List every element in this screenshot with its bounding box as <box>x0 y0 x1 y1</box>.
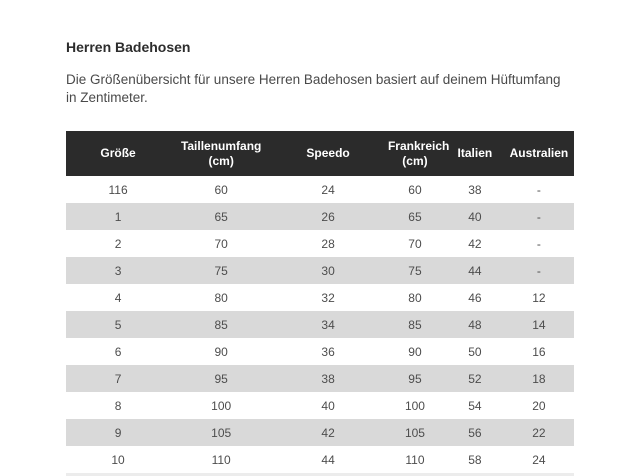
table-cell: 85 <box>170 311 273 338</box>
table-cell: 3 <box>66 257 171 284</box>
table-row: 1 65 26 65 40- <box>66 203 574 230</box>
table-cell: 26 <box>272 203 384 230</box>
partial-next-row <box>66 473 574 476</box>
column-header: Italien <box>445 131 504 176</box>
table-cell: 52 <box>445 365 504 392</box>
table-cell: 14 <box>503 311 574 338</box>
table-cell: 24 <box>503 446 574 473</box>
table-cell: 105 <box>170 419 273 446</box>
column-header: Speedo <box>272 131 384 176</box>
table-cell: 58 <box>445 446 504 473</box>
column-header: Frankreich (cm) <box>383 131 449 176</box>
table-cell: 20 <box>503 392 574 419</box>
table-cell: 80 <box>383 284 446 311</box>
table-cell: 18 <box>503 365 574 392</box>
table-row: 7 95 38 95 52 18 <box>66 365 574 392</box>
table-cell: 9 <box>66 419 171 446</box>
table-cell: 95 <box>383 365 446 392</box>
table-cell: 85 <box>383 311 446 338</box>
table-cell: 70 <box>170 230 273 257</box>
table-cell: 54 <box>445 392 504 419</box>
table-cell: - <box>503 203 574 230</box>
table-cell: 30 <box>272 257 384 284</box>
column-header: Taillenumfang (cm) <box>170 131 273 176</box>
table-cell: 75 <box>383 257 446 284</box>
table-cell: 36 <box>272 338 384 365</box>
table-cell: 22 <box>503 419 574 446</box>
table-cell: 48 <box>445 311 504 338</box>
table-cell: 65 <box>383 203 446 230</box>
table-cell: 116 <box>66 176 171 203</box>
page-description: Die Größenübersicht für unsere Herren Ba… <box>66 72 561 105</box>
table-cell: 110 <box>170 446 273 473</box>
table-row: 4 80 32 80 46 12 <box>66 284 574 311</box>
size-chart-table: Größe Taillenumfang (cm) Speedo Frankreich … <box>66 131 574 473</box>
table-row: 3 75 30 75 44- <box>66 257 574 284</box>
table-cell: 12 <box>503 284 574 311</box>
table-cell: 44 <box>445 257 504 284</box>
table-cell: 28 <box>272 230 384 257</box>
table-header: Größe Taillenumfang (cm) Speedo Frankreich … <box>66 131 574 176</box>
column-header: Größe <box>66 131 171 176</box>
table-row: 9 105 42 105 56 22 <box>66 419 574 446</box>
table-cell: 40 <box>445 203 504 230</box>
table-cell: 4 <box>66 284 171 311</box>
table-cell: 24 <box>272 176 384 203</box>
table-cell: 5 <box>66 311 171 338</box>
table-cell: 40 <box>272 392 384 419</box>
table-cell: 90 <box>170 338 273 365</box>
table-cell: 95 <box>170 365 273 392</box>
table-cell: 10 <box>66 446 171 473</box>
table-cell: 100 <box>383 392 446 419</box>
table-cell: 6 <box>66 338 171 365</box>
table-cell: 8 <box>66 392 171 419</box>
table-cell: - <box>503 230 574 257</box>
table-cell: 34 <box>272 311 384 338</box>
table-header-row: Größe Taillenumfang (cm) Speedo Frankreich … <box>66 131 574 176</box>
table-row: 10 110 44 110 58 24 <box>66 446 574 473</box>
table-cell: 60 <box>383 176 446 203</box>
table-body: 116 60 24 60 38-1 65 26 65 40-2 70 28 70 42-3 75 30 75 4… <box>66 176 574 473</box>
table-cell: 56 <box>445 419 504 446</box>
table-cell: 38 <box>272 365 384 392</box>
table-cell: 46 <box>445 284 504 311</box>
table-cell: - <box>503 257 574 284</box>
table-row: 5 85 34 85 48 14 <box>66 311 574 338</box>
table-cell: 1 <box>66 203 171 230</box>
table-cell: 75 <box>170 257 273 284</box>
table-cell: 105 <box>383 419 446 446</box>
table-cell: 60 <box>170 176 273 203</box>
table-row: 8 100 40 100 54 20 <box>66 392 574 419</box>
table-cell: - <box>503 176 574 203</box>
table-cell: 110 <box>383 446 446 473</box>
table-cell: 80 <box>170 284 273 311</box>
table-cell: 2 <box>66 230 171 257</box>
table-cell: 44 <box>272 446 384 473</box>
column-header: Australien <box>503 131 574 176</box>
table-cell: 50 <box>445 338 504 365</box>
table-row: 116 60 24 60 38- <box>66 176 574 203</box>
table-cell: 38 <box>445 176 504 203</box>
table-row: 2 70 28 70 42- <box>66 230 574 257</box>
table-cell: 42 <box>272 419 384 446</box>
table-cell: 7 <box>66 365 171 392</box>
page-title: Herren Badehosen <box>66 39 191 55</box>
table-cell: 70 <box>383 230 446 257</box>
table-cell: 100 <box>170 392 273 419</box>
table-cell: 42 <box>445 230 504 257</box>
table-cell: 65 <box>170 203 273 230</box>
table-cell: 32 <box>272 284 384 311</box>
table-cell: 16 <box>503 338 574 365</box>
table-row: 6 90 36 90 50 16 <box>66 338 574 365</box>
table-cell: 90 <box>383 338 446 365</box>
